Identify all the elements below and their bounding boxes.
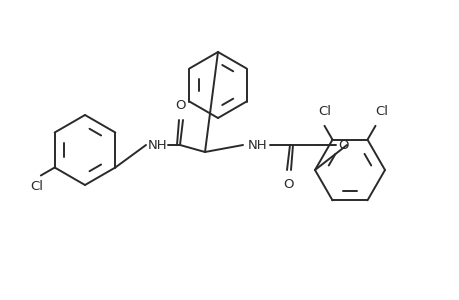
Text: Cl: Cl xyxy=(374,105,387,118)
Text: Cl: Cl xyxy=(30,181,43,194)
Text: NH: NH xyxy=(247,139,267,152)
Text: Cl: Cl xyxy=(317,105,330,118)
Text: O: O xyxy=(283,178,294,191)
Text: O: O xyxy=(337,139,348,152)
Text: O: O xyxy=(175,99,186,112)
Text: NH: NH xyxy=(148,139,167,152)
